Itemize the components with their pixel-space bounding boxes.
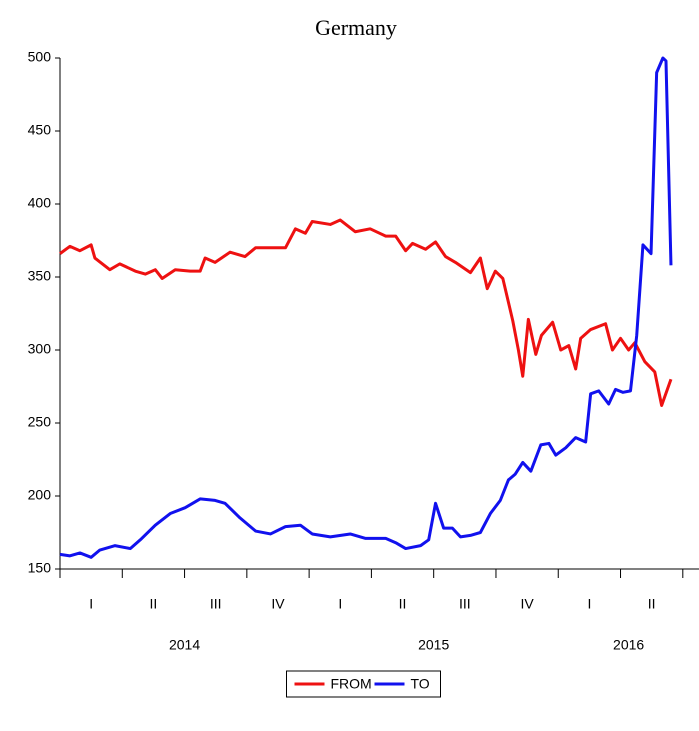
quarter-label: III [210, 596, 222, 612]
quarter-label: III [459, 596, 471, 612]
quarter-label: II [399, 596, 407, 612]
quarter-label: I [89, 596, 93, 612]
year-label: 2016 [613, 637, 644, 653]
legend-label: FROM [331, 676, 372, 692]
y-tick-label: 250 [28, 414, 52, 430]
series-line [59, 56, 673, 559]
chart-title: Germany [315, 15, 397, 40]
year-label: 2015 [418, 637, 449, 653]
legend-label: TO [411, 676, 430, 692]
y-tick-label: 300 [28, 341, 52, 357]
y-tick-label: 450 [28, 122, 52, 138]
quarter-label: IV [520, 596, 534, 612]
y-tick-label: 150 [28, 560, 52, 576]
series-line [59, 218, 673, 407]
y-tick-label: 350 [28, 268, 52, 284]
quarter-label: II [648, 596, 656, 612]
y-tick-label: 400 [28, 195, 52, 211]
quarter-label: I [338, 596, 342, 612]
quarter-label: I [587, 596, 591, 612]
year-label: 2014 [169, 637, 200, 653]
y-tick-label: 500 [28, 49, 52, 65]
y-tick-label: 200 [28, 487, 52, 503]
quarter-label: IV [271, 596, 285, 612]
quarter-label: II [150, 596, 158, 612]
